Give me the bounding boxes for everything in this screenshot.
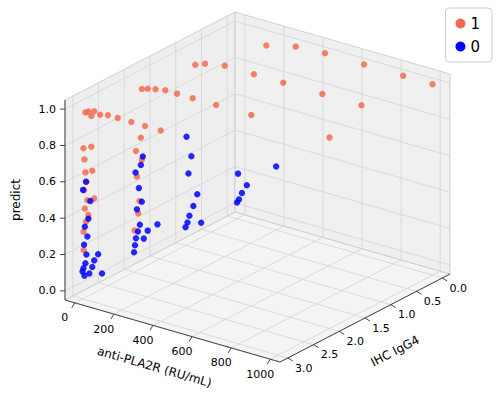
svg-text:0.6: 0.6 (39, 175, 57, 188)
svg-text:0.0: 0.0 (39, 284, 57, 297)
svg-text:1000: 1000 (246, 368, 274, 381)
svg-text:IHC IgG4: IHC IgG4 (368, 333, 421, 370)
svg-text:1.0: 1.0 (39, 103, 57, 116)
svg-text:600: 600 (172, 345, 193, 358)
svg-text:predict: predict (9, 179, 23, 221)
svg-text:800: 800 (211, 356, 232, 369)
svg-text:0: 0 (61, 311, 68, 324)
svg-text:1: 1 (470, 15, 480, 33)
svg-text:3.0: 3.0 (295, 362, 313, 375)
svg-text:anti-PLA2R (RU/mL): anti-PLA2R (RU/mL) (96, 344, 214, 390)
svg-text:0: 0 (470, 38, 480, 56)
svg-text:1.5: 1.5 (372, 322, 390, 335)
svg-text:1.0: 1.0 (398, 308, 416, 321)
svg-text:0.4: 0.4 (39, 212, 57, 225)
svg-text:0.8: 0.8 (39, 139, 57, 152)
svg-text:0.2: 0.2 (39, 248, 57, 261)
svg-text:400: 400 (132, 334, 153, 347)
svg-text:0.0: 0.0 (450, 282, 468, 295)
svg-text:200: 200 (93, 323, 114, 336)
svg-text:2.0: 2.0 (346, 335, 364, 348)
svg-text:2.5: 2.5 (321, 348, 339, 361)
svg-text:0.5: 0.5 (424, 295, 442, 308)
